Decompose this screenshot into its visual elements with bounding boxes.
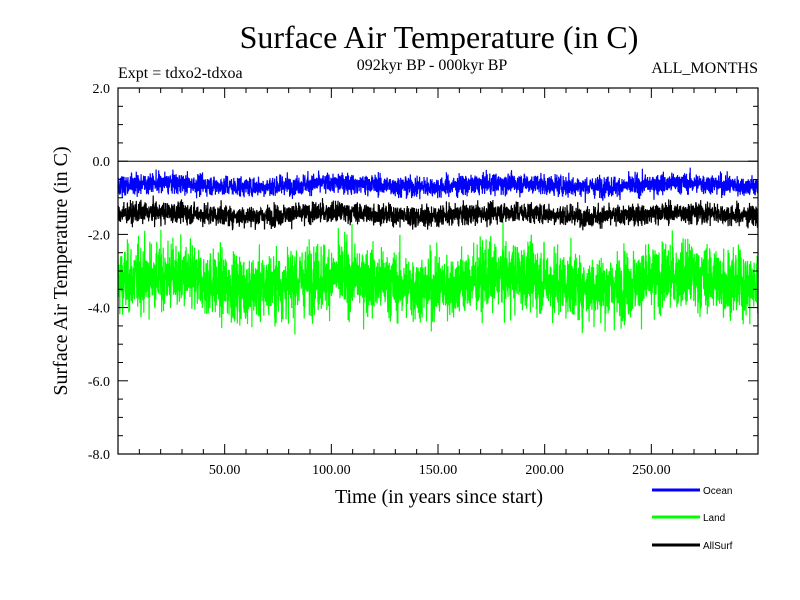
y-tick-label: -4.0 — [88, 302, 110, 317]
series-line-ocean — [117, 167, 759, 203]
x-tick-label: 250.00 — [632, 463, 671, 478]
y-tick-label: 0.0 — [93, 155, 111, 170]
y-tick-label: -8.0 — [88, 448, 110, 463]
series-layer — [117, 167, 759, 335]
y-tick-label: -2.0 — [88, 228, 110, 243]
x-tick-label: 150.00 — [419, 463, 458, 478]
subtitle-expt: Expt = tdxo2-tdxoa — [118, 65, 243, 82]
ticks-layer: 50.00 100.00 150.00 200.00 250.00 2.0 0.0 -2.0 -… — [88, 82, 758, 478]
y-axis-label: Surface Air Temperature (in C) — [50, 146, 72, 395]
legend-label-allsurf: AllSurf — [703, 541, 733, 552]
x-tick-label: 200.00 — [525, 463, 564, 478]
subtitle-months: ALL_MONTHS — [651, 60, 758, 77]
x-axis-label: Time (in years since start) — [335, 486, 543, 508]
legend-label-ocean: Ocean — [703, 486, 732, 497]
chart-title: Surface Air Temperature (in C) — [240, 19, 639, 55]
x-tick-label: 100.00 — [312, 463, 351, 478]
series-line-allsurf — [117, 195, 759, 231]
subtitle-period: 092kyr BP - 000kyr BP — [357, 57, 508, 74]
series-line-land — [117, 222, 759, 335]
legend: Ocean Land AllSurf — [652, 486, 733, 552]
legend-item-allsurf: AllSurf — [652, 541, 733, 552]
y-tick-label: 2.0 — [93, 82, 111, 97]
legend-item-land: Land — [652, 513, 725, 524]
legend-item-ocean: Ocean — [652, 486, 732, 497]
x-tick-label: 50.00 — [209, 463, 241, 478]
legend-label-land: Land — [703, 513, 725, 524]
y-tick-label: -6.0 — [88, 375, 110, 390]
